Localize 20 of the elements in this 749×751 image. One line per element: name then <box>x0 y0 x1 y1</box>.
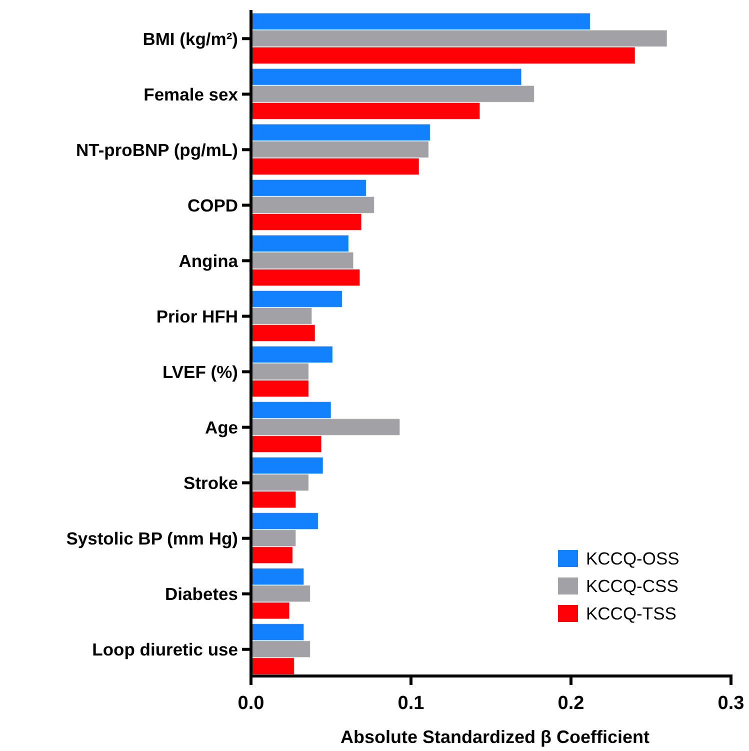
x-tick-label: 0.1 <box>398 692 425 714</box>
y-tick-label: Angina <box>178 250 238 271</box>
y-tick-label: LVEF (%) <box>162 362 238 382</box>
y-tick-label: Diabetes <box>165 584 238 604</box>
x-tick-label: 0.0 <box>238 692 264 714</box>
legend-label: KCCQ-CSS <box>586 576 678 596</box>
y-tick-label: Stroke <box>184 472 238 493</box>
x-axis-title: Absolute Standardized β Coefficient <box>340 727 650 747</box>
y-tick-label: COPD <box>187 195 238 216</box>
x-tick-label: 0.2 <box>558 692 584 714</box>
legend-label: KCCQ-TSS <box>586 604 676 624</box>
y-tick-label: Female sex <box>144 84 238 104</box>
y-tick-label: Age <box>204 417 238 438</box>
y-tick-label: BMI (kg/m²) <box>142 28 238 49</box>
y-tick-label: Loop diuretic use <box>92 639 238 660</box>
legend-label: KCCQ-OSS <box>586 548 680 569</box>
y-tick-label: NT-proBNP (pg/mL) <box>76 140 238 160</box>
y-tick-label: Systolic BP (mm Hg) <box>66 528 238 548</box>
x-tick-label: 0.3 <box>718 692 744 714</box>
y-tick-label: Prior HFH <box>156 306 238 326</box>
